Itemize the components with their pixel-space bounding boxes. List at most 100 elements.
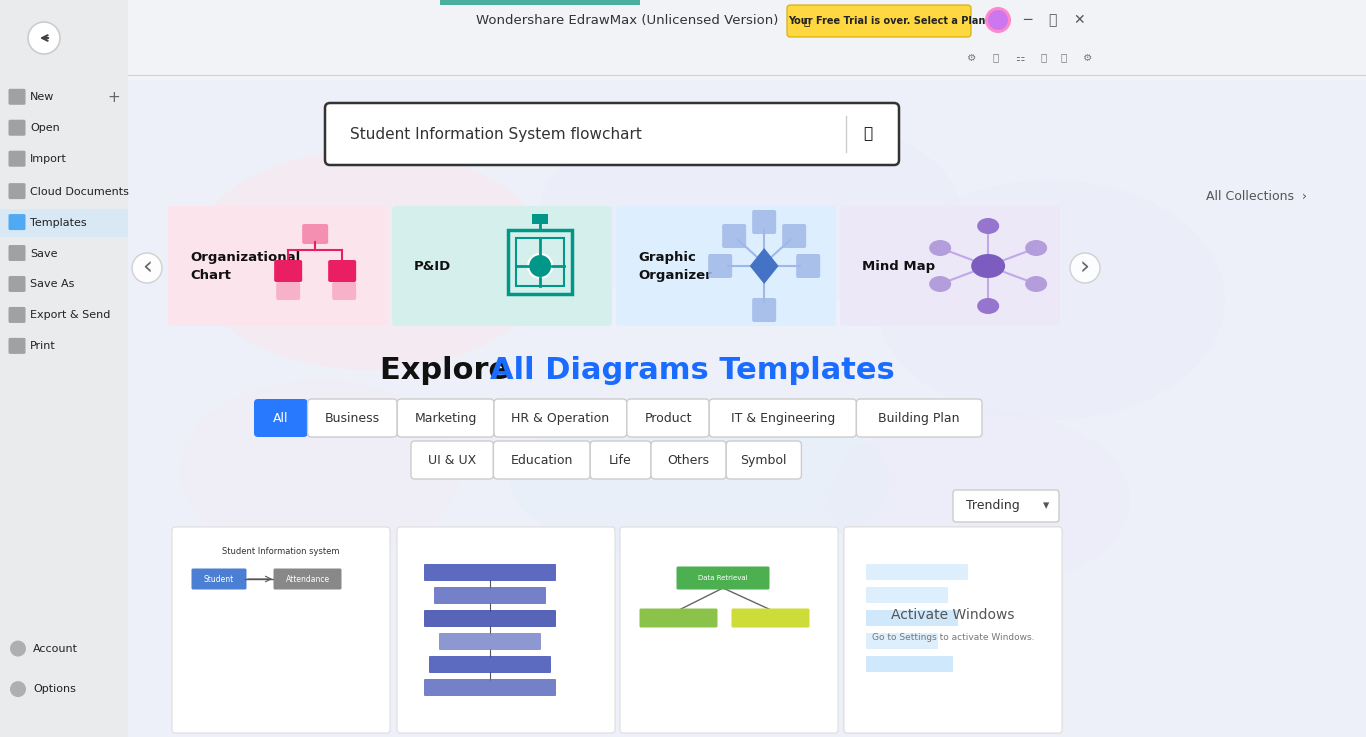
- Text: Save As: Save As: [30, 279, 74, 290]
- FancyBboxPatch shape: [723, 224, 746, 248]
- Text: Activate Windows: Activate Windows: [891, 608, 1015, 622]
- FancyBboxPatch shape: [328, 260, 357, 282]
- FancyBboxPatch shape: [423, 610, 556, 627]
- Text: ⚙: ⚙: [967, 52, 977, 63]
- FancyBboxPatch shape: [753, 298, 776, 322]
- Bar: [0, 209, 128, 237]
- Bar: [508, 230, 572, 294]
- FancyBboxPatch shape: [620, 527, 837, 733]
- Bar: [533, 214, 548, 224]
- FancyBboxPatch shape: [953, 490, 1059, 522]
- Text: All Diagrams Templates: All Diagrams Templates: [490, 355, 895, 385]
- Text: Student Information System flowchart: Student Information System flowchart: [350, 127, 642, 142]
- Ellipse shape: [929, 240, 951, 256]
- Text: HR & Operation: HR & Operation: [511, 411, 609, 425]
- Text: Your Free Trial is over. Select a Plan: Your Free Trial is over. Select a Plan: [788, 16, 986, 26]
- Text: P&ID: P&ID: [414, 259, 451, 273]
- FancyBboxPatch shape: [844, 527, 1061, 733]
- Text: Explore: Explore: [380, 355, 519, 385]
- Bar: [440, 0, 641, 5]
- Text: Trending: Trending: [966, 500, 1020, 512]
- FancyBboxPatch shape: [796, 254, 820, 278]
- FancyBboxPatch shape: [398, 399, 494, 437]
- FancyBboxPatch shape: [494, 399, 627, 437]
- Circle shape: [990, 13, 1005, 27]
- FancyBboxPatch shape: [709, 399, 856, 437]
- FancyBboxPatch shape: [275, 260, 302, 282]
- Ellipse shape: [977, 218, 999, 234]
- Text: ⬛: ⬛: [1061, 52, 1067, 63]
- FancyBboxPatch shape: [168, 206, 388, 326]
- FancyBboxPatch shape: [438, 633, 541, 650]
- Text: ✕: ✕: [1074, 13, 1085, 27]
- Text: Cloud Documents: Cloud Documents: [30, 186, 128, 197]
- Text: Education: Education: [511, 453, 572, 467]
- Text: UI & UX: UI & UX: [428, 453, 477, 467]
- Text: Print: Print: [30, 341, 56, 352]
- Ellipse shape: [510, 400, 891, 560]
- FancyBboxPatch shape: [866, 610, 958, 626]
- FancyBboxPatch shape: [429, 656, 550, 673]
- FancyBboxPatch shape: [652, 441, 727, 479]
- FancyBboxPatch shape: [866, 633, 938, 649]
- Ellipse shape: [1024, 240, 1048, 256]
- Text: Graphic
Organizer: Graphic Organizer: [638, 251, 712, 282]
- Text: Export & Send: Export & Send: [30, 310, 111, 321]
- Ellipse shape: [929, 276, 951, 292]
- Ellipse shape: [190, 150, 550, 370]
- FancyBboxPatch shape: [783, 224, 806, 248]
- Text: Options: Options: [33, 684, 76, 694]
- Circle shape: [988, 10, 1008, 30]
- FancyBboxPatch shape: [423, 564, 556, 581]
- Text: 🔔: 🔔: [993, 52, 999, 63]
- FancyBboxPatch shape: [753, 210, 776, 234]
- Bar: [128, 0, 1366, 80]
- Text: 🛒: 🛒: [805, 16, 810, 26]
- Text: 🎭: 🎭: [1041, 52, 1048, 63]
- FancyBboxPatch shape: [302, 224, 328, 244]
- Text: 🔍: 🔍: [863, 127, 873, 142]
- Ellipse shape: [876, 180, 1225, 420]
- Text: ─: ─: [1023, 13, 1031, 27]
- Text: Symbol: Symbol: [740, 453, 787, 467]
- Text: IT & Engineering: IT & Engineering: [731, 411, 835, 425]
- FancyBboxPatch shape: [8, 88, 26, 105]
- Text: Student Information system: Student Information system: [223, 548, 340, 556]
- Circle shape: [985, 7, 1011, 33]
- FancyBboxPatch shape: [8, 276, 26, 292]
- Text: Mind Map: Mind Map: [862, 259, 936, 273]
- Text: ⚏: ⚏: [1015, 52, 1024, 63]
- FancyBboxPatch shape: [276, 282, 301, 300]
- Ellipse shape: [540, 110, 960, 310]
- FancyBboxPatch shape: [8, 245, 26, 261]
- Ellipse shape: [971, 254, 1005, 278]
- Text: All Collections  ›: All Collections ›: [1206, 189, 1307, 203]
- FancyBboxPatch shape: [866, 564, 968, 580]
- FancyBboxPatch shape: [8, 307, 26, 323]
- Ellipse shape: [831, 410, 1130, 590]
- FancyBboxPatch shape: [708, 254, 732, 278]
- Circle shape: [10, 681, 26, 697]
- Circle shape: [1070, 253, 1100, 283]
- Text: Account: Account: [33, 643, 78, 654]
- FancyBboxPatch shape: [727, 441, 802, 479]
- FancyBboxPatch shape: [676, 567, 769, 590]
- Text: Templates: Templates: [30, 217, 86, 228]
- FancyBboxPatch shape: [866, 587, 948, 603]
- FancyBboxPatch shape: [434, 587, 546, 604]
- Text: ⚙: ⚙: [1083, 52, 1093, 63]
- FancyBboxPatch shape: [273, 568, 342, 590]
- Text: +: +: [108, 90, 120, 105]
- Text: ▾: ▾: [1042, 500, 1049, 512]
- Text: Wondershare EdrawMax (Unlicensed Version): Wondershare EdrawMax (Unlicensed Version…: [475, 13, 779, 27]
- FancyBboxPatch shape: [856, 399, 982, 437]
- Circle shape: [133, 253, 163, 283]
- FancyBboxPatch shape: [627, 399, 709, 437]
- Text: ‹: ‹: [142, 256, 152, 280]
- FancyBboxPatch shape: [787, 5, 971, 37]
- FancyBboxPatch shape: [8, 119, 26, 136]
- FancyBboxPatch shape: [8, 183, 26, 199]
- Circle shape: [529, 254, 552, 278]
- Ellipse shape: [977, 298, 999, 314]
- FancyBboxPatch shape: [732, 609, 810, 627]
